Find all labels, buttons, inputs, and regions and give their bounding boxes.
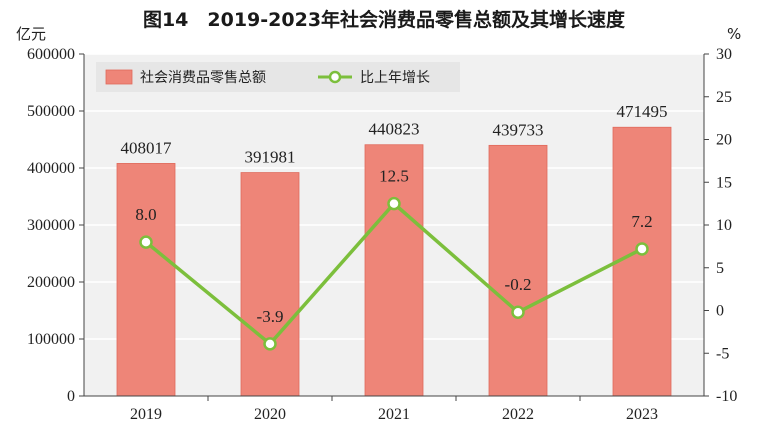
growth-point (635, 242, 649, 256)
right-tick-label: 30 (716, 46, 732, 63)
bar (488, 144, 548, 397)
bar (364, 144, 424, 397)
left-tick-label: 400000 (27, 160, 75, 177)
left-axis-unit: 亿元 (16, 25, 46, 43)
growth-value-label: -3.9 (257, 307, 284, 326)
bar (612, 126, 672, 397)
legend-label-bars: 社会消费品零售总额 (140, 70, 266, 86)
x-tick-label: 2020 (254, 406, 286, 423)
x-tick-label: 2023 (626, 406, 658, 423)
legend: 社会消费品零售总额 比上年增长 (96, 62, 460, 92)
bar-value-label: 408017 (121, 138, 173, 157)
x-tick-label: 2022 (502, 406, 534, 423)
bar-value-label: 471495 (617, 102, 668, 121)
right-tick-label: -5 (716, 345, 729, 362)
growth-value-label: 8.0 (135, 205, 156, 224)
right-tick-label: 25 (716, 89, 732, 106)
growth-value-label: -0.2 (505, 275, 532, 294)
right-tick-label: 15 (716, 174, 732, 191)
growth-point (139, 235, 153, 249)
right-axis-unit: % (727, 25, 741, 43)
left-tick-label: 0 (67, 388, 75, 405)
x-tick-label: 2019 (130, 406, 162, 423)
legend-marker-swatch (328, 70, 342, 84)
bar-value-label: 391981 (245, 148, 296, 167)
bar-value-label: 440823 (369, 120, 420, 139)
left-tick-label: 500000 (27, 103, 75, 120)
growth-point (511, 305, 525, 319)
growth-point (387, 196, 401, 211)
growth-point (263, 337, 277, 351)
left-tick-label: 200000 (27, 274, 75, 291)
legend-label-line: 比上年增长 (360, 70, 430, 86)
growth-value-label: 12.5 (379, 167, 409, 186)
growth-value-label: 7.2 (631, 212, 652, 231)
right-tick-label: 5 (716, 260, 724, 277)
left-tick-label: 100000 (27, 331, 75, 348)
bar (116, 163, 176, 397)
right-tick-label: -10 (716, 388, 737, 405)
legend-bar-swatch (105, 69, 133, 85)
right-tick-label: 10 (716, 217, 732, 234)
right-tick-label: 20 (716, 132, 732, 149)
left-tick-label: 600000 (27, 46, 75, 63)
x-tick-label: 2021 (378, 406, 410, 423)
bar (240, 172, 300, 397)
chart-title: 图14 2019-2023年社会消费品零售总额及其增长速度 (143, 8, 626, 31)
left-tick-label: 300000 (27, 217, 75, 234)
legend-background (96, 62, 460, 92)
bar-value-label: 439733 (493, 120, 544, 139)
right-tick-label: 0 (716, 303, 724, 320)
